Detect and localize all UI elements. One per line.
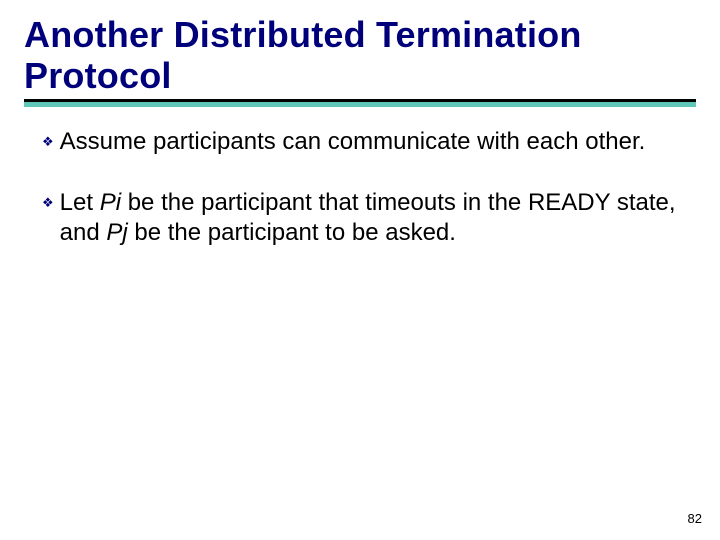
spacer [42, 158, 686, 188]
rule-bottom-stripe [24, 102, 696, 107]
run: be the participant to be asked. [128, 219, 456, 246]
run: Let [60, 189, 100, 216]
list-item: ❖ Let Pi be the participant that timeout… [42, 188, 686, 249]
title-line-1: Another Distributed Termination [24, 14, 582, 55]
content-area: ❖ Assume participants can communicate wi… [24, 127, 696, 249]
slide-container: Another Distributed Termination Protocol… [0, 0, 720, 540]
slide-title: Another Distributed Termination Protocol [24, 14, 696, 97]
page-number: 82 [688, 511, 702, 526]
bullet-text-1: Assume participants can communicate with… [60, 127, 686, 158]
bullet-text-2: Let Pi be the participant that timeouts … [60, 188, 686, 249]
list-item: ❖ Assume participants can communicate wi… [42, 127, 686, 158]
title-underline [24, 99, 696, 107]
diamond-bullet-icon: ❖ [42, 134, 54, 151]
diamond-bullet-icon: ❖ [42, 195, 54, 212]
run-italic: Pj [106, 219, 127, 246]
title-line-2: Protocol [24, 55, 172, 96]
run-italic: Pi [100, 189, 121, 216]
